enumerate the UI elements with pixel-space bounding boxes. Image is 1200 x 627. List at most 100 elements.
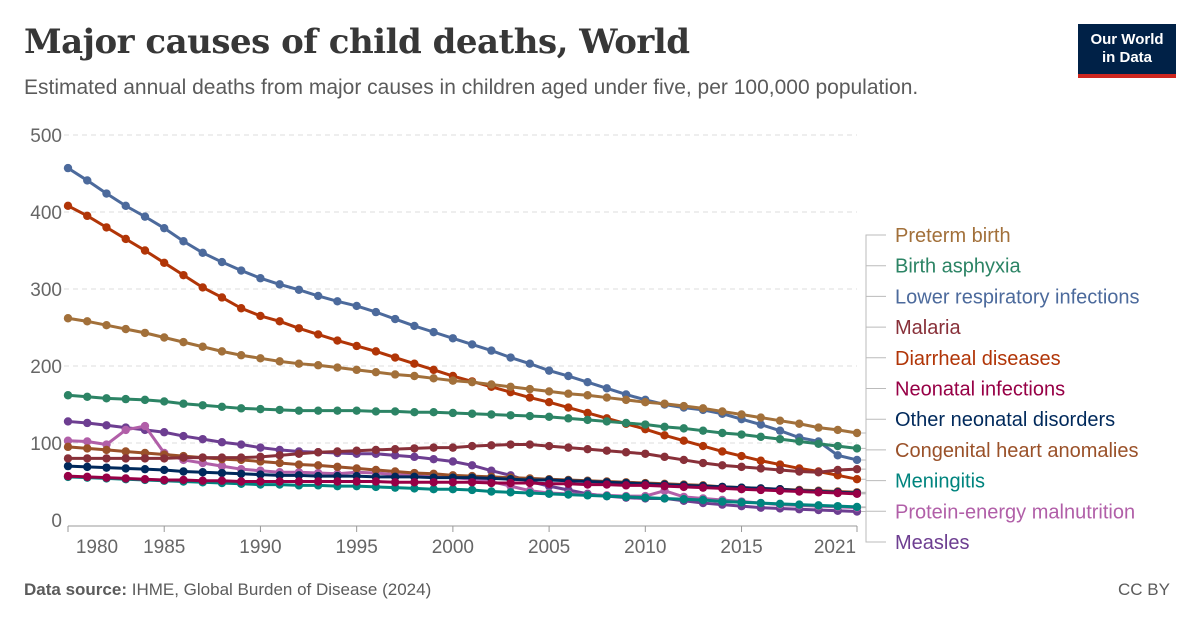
data-point — [487, 380, 496, 389]
data-point — [602, 393, 612, 402]
data-point — [410, 484, 419, 493]
data-point — [506, 382, 515, 391]
data-point — [660, 431, 669, 440]
legend-label[interactable]: Congenital heart anomalies — [895, 440, 1139, 462]
data-point — [448, 443, 458, 452]
data-point — [506, 353, 515, 362]
data-point — [236, 440, 246, 449]
data-point — [371, 347, 381, 356]
data-point — [390, 407, 400, 416]
data-point — [679, 436, 689, 445]
label-connector — [861, 418, 886, 494]
data-point — [525, 440, 535, 449]
data-point — [236, 304, 246, 313]
data-point — [140, 328, 150, 338]
data-point — [525, 393, 535, 402]
y-tick-label: 100 — [30, 434, 62, 455]
data-point — [256, 443, 265, 452]
data-point — [775, 426, 785, 435]
x-tick-label: 2021 — [814, 537, 856, 558]
x-tick-label: 2000 — [432, 537, 474, 558]
data-point — [198, 342, 207, 351]
legend-label[interactable]: Lower respiratory infections — [895, 286, 1140, 308]
data-point — [352, 446, 361, 455]
legend-label[interactable]: Diarrheal diseases — [895, 348, 1061, 370]
data-point — [467, 340, 477, 349]
data-point — [833, 451, 842, 460]
data-point — [698, 441, 708, 451]
data-point — [756, 456, 765, 465]
owid-logo[interactable]: Our World in Data — [1078, 24, 1176, 78]
data-point — [294, 471, 304, 480]
data-point — [429, 454, 438, 464]
data-source: Data source: IHME, Global Burden of Dise… — [24, 580, 431, 600]
data-point — [564, 403, 573, 412]
legend-label[interactable]: Preterm birth — [895, 225, 1011, 247]
data-point — [217, 402, 227, 412]
data-point — [814, 468, 823, 477]
data-point — [467, 377, 477, 387]
data-point — [795, 419, 804, 428]
data-point — [795, 467, 804, 476]
data-point — [660, 399, 669, 408]
data-point — [313, 448, 323, 457]
data-point — [256, 452, 265, 462]
data-point — [275, 451, 284, 460]
data-point — [390, 444, 400, 454]
x-tick-label: 2015 — [720, 537, 762, 558]
data-point — [410, 371, 419, 381]
data-point — [467, 478, 477, 487]
y-tick-label: 500 — [30, 126, 62, 147]
data-point — [333, 406, 342, 415]
data-point — [390, 478, 400, 487]
source-text[interactable]: IHME, Global Burden of Disease (2024) — [131, 580, 432, 599]
data-point — [544, 489, 554, 499]
data-point — [833, 465, 842, 475]
data-point — [737, 498, 746, 507]
license[interactable]: CC BY — [1118, 580, 1170, 599]
data-point — [294, 285, 304, 294]
data-point — [660, 494, 669, 503]
legend-label[interactable]: Birth asphyxia — [895, 256, 1021, 278]
data-point — [140, 464, 150, 474]
data-point — [756, 464, 765, 473]
data-point — [256, 477, 265, 486]
data-point — [698, 404, 708, 413]
legend-label[interactable]: Other neonatal disorders — [895, 409, 1115, 431]
data-point — [852, 474, 862, 484]
data-point — [756, 413, 765, 422]
data-point — [564, 414, 573, 423]
y-tick-label: 200 — [30, 357, 62, 378]
data-point — [756, 485, 765, 495]
data-point — [544, 387, 554, 396]
data-point — [544, 397, 554, 407]
legend-label[interactable]: Malaria — [895, 317, 961, 339]
data-point — [83, 392, 92, 401]
data-point — [487, 441, 496, 450]
data-point — [102, 445, 111, 455]
data-point — [121, 324, 130, 334]
data-point — [236, 351, 246, 360]
data-point — [737, 485, 746, 494]
data-point — [583, 491, 592, 500]
data-point — [660, 422, 669, 432]
data-point — [544, 366, 554, 375]
data-point — [621, 395, 631, 405]
data-point — [467, 461, 477, 470]
data-point — [352, 406, 361, 415]
data-point — [602, 417, 612, 426]
data-point — [102, 223, 111, 232]
legend-label[interactable]: Neonatal infections — [895, 379, 1065, 401]
legend-label[interactable]: Meningitis — [895, 471, 985, 493]
data-point — [641, 449, 650, 458]
data-point — [121, 447, 130, 456]
data-point — [467, 409, 477, 418]
data-point — [179, 431, 188, 441]
legend-label[interactable]: Measles — [895, 532, 969, 554]
data-point — [313, 406, 323, 415]
legend-label[interactable]: Protein-energy malnutrition — [895, 501, 1135, 523]
data-point — [756, 420, 765, 429]
data-point — [525, 359, 535, 368]
